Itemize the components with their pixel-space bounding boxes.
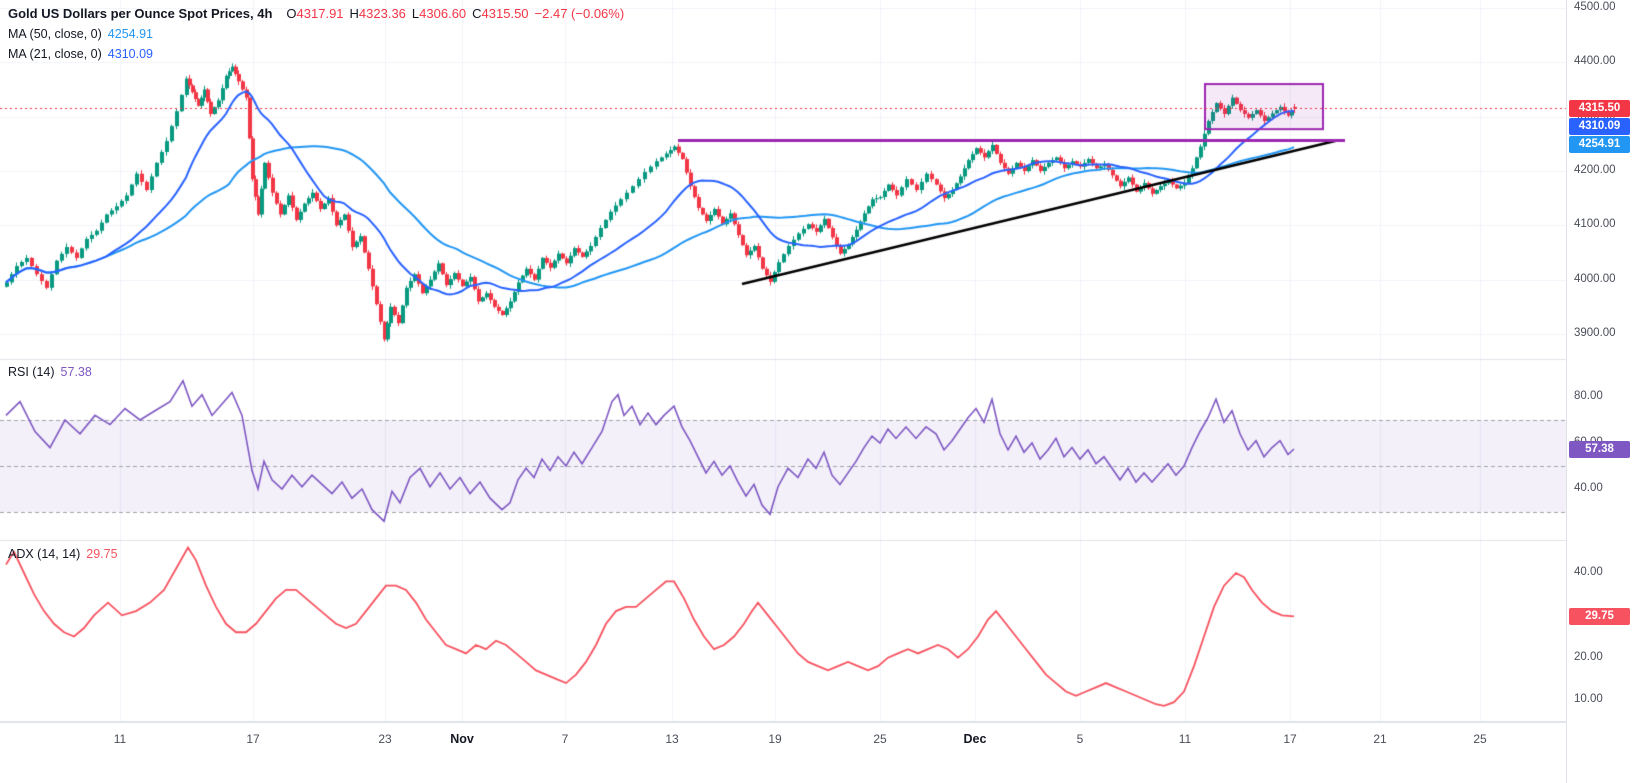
close-value: 4315.50	[481, 6, 529, 21]
axis-price-tag: 4254.91	[1569, 135, 1630, 153]
adx-tick-label: 10.00	[1574, 692, 1603, 705]
time-tick-label: 25	[873, 732, 887, 746]
time-tick-label: 13	[665, 732, 679, 746]
high-value: 4323.36	[358, 6, 406, 21]
price-tick-label: 4400.00	[1574, 55, 1616, 68]
high-label: H	[349, 6, 359, 21]
price-scale[interactable]: 4500.004400.004300.004200.004100.004000.…	[1566, 0, 1632, 783]
ma21-value: 4310.09	[107, 47, 153, 61]
time-tick-label: 11	[1178, 732, 1192, 746]
axis-price-tag: 4310.09	[1569, 117, 1630, 135]
adx-tick-label: 40.00	[1574, 566, 1603, 578]
adx-value: 29.75	[86, 547, 118, 561]
open-label: O	[286, 6, 297, 21]
rsi-value: 57.38	[60, 365, 92, 379]
ma21-row: MA (21, close, 0) 4310.09	[8, 44, 624, 64]
ma50-row: MA (50, close, 0) 4254.91	[8, 24, 624, 44]
ma50-label: MA (50, close, 0)	[8, 27, 102, 41]
low-value: 4306.60	[419, 6, 467, 21]
close-label: C	[472, 6, 482, 21]
adx-pane-label: ADX (14, 14) 29.75	[8, 545, 118, 563]
low-label: L	[411, 6, 420, 21]
adx-label: ADX (14, 14)	[8, 547, 81, 561]
time-tick-label: 17	[1283, 732, 1297, 746]
price-tick-label: 4000.00	[1574, 272, 1616, 285]
time-scale[interactable]: 11 17 23 Nov 7 13 19 25 Dec 5 11 17 21 25	[0, 722, 1566, 783]
rsi-pane-label: RSI (14) 57.38	[8, 363, 92, 381]
time-tick-label: 23	[378, 732, 392, 746]
price-tick-label: 4200.00	[1574, 163, 1616, 176]
rsi-tick-label: 40.00	[1574, 482, 1603, 494]
axis-price-tag: 57.38	[1569, 440, 1630, 458]
time-tick-label: Nov	[450, 732, 474, 746]
time-tick-label: 25	[1473, 732, 1487, 746]
time-tick-label: 17	[246, 732, 260, 746]
price-tick-label: 4100.00	[1574, 218, 1616, 231]
axis-price-tag: 29.75	[1569, 607, 1630, 625]
time-tick-label: 19	[768, 732, 782, 746]
time-tick-label: 21	[1373, 732, 1387, 746]
rsi-tick-label: 80.00	[1574, 390, 1603, 402]
price-tick-label: 4500.00	[1574, 1, 1616, 13]
rsi-label: RSI (14)	[8, 365, 55, 379]
price-tick-label: 3900.00	[1574, 326, 1616, 339]
time-tick-label: Dec	[963, 732, 987, 746]
symbol-title: Gold US Dollars per Ounce Spot Prices, 4…	[8, 6, 273, 21]
change-value: −2.47 (−0.06%)	[534, 6, 625, 21]
adx-tick-label: 20.00	[1574, 650, 1603, 663]
time-tick-label: 11	[113, 732, 127, 746]
ma21-label: MA (21, close, 0)	[8, 47, 102, 61]
time-tick-label: 5	[1076, 732, 1084, 746]
open-value: 4317.91	[296, 6, 344, 21]
legend: Gold US Dollars per Ounce Spot Prices, 4…	[8, 4, 624, 64]
time-tick-label: 7	[561, 732, 569, 746]
axis-price-tag: 4315.50	[1569, 99, 1630, 117]
ma50-value: 4254.91	[107, 27, 153, 41]
symbol-row: Gold US Dollars per Ounce Spot Prices, 4…	[8, 4, 624, 24]
